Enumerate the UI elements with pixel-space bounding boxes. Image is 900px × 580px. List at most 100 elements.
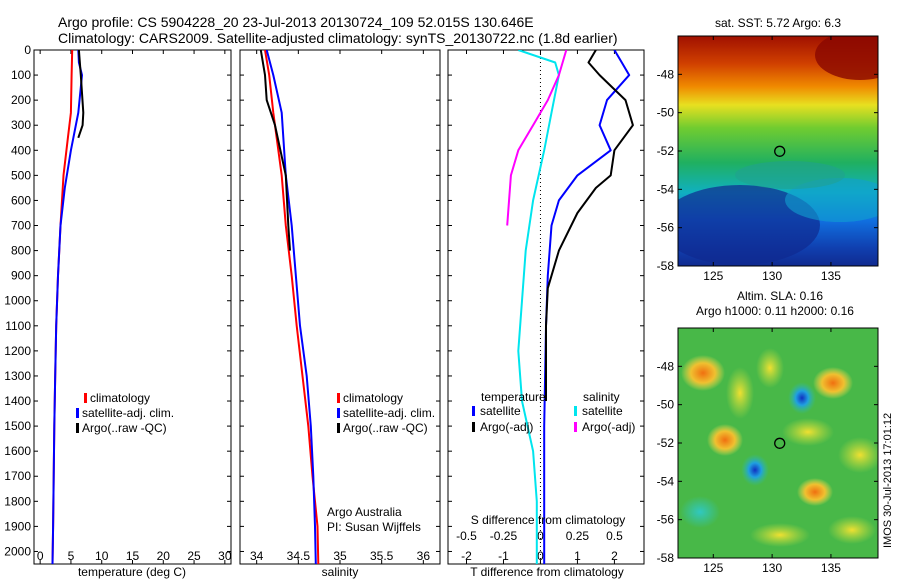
depth-tick-label: 800 xyxy=(11,244,31,258)
lat-tick-label: -48 xyxy=(657,359,675,373)
legend-swatch-temp-argo xyxy=(472,422,475,432)
sst-map: sat. SST: 5.72 Argo: 6.3 125 130 135 -48 -50… xyxy=(657,16,879,283)
legend-label-sal-argo: Argo(-adj) xyxy=(582,420,635,434)
legend-swatch-argo xyxy=(337,423,340,433)
legend-swatch-sal-argo xyxy=(574,422,577,432)
temperature-tick-label: 30 xyxy=(218,549,232,563)
temperature-series xyxy=(51,50,85,564)
salinity-tick-label: 36 xyxy=(417,549,431,563)
argo-location-marker xyxy=(774,437,786,449)
salinity-difference-axis: -0.5 -0.25 0 0.25 0.5 xyxy=(456,529,623,543)
lon-tick-label: 135 xyxy=(821,561,841,575)
sst-cyan-region xyxy=(785,178,878,222)
series-line-argo-raw-qc- xyxy=(259,50,291,251)
sla-cold-eddy-south xyxy=(741,454,769,486)
lat-tick-label: -56 xyxy=(657,221,675,235)
sst-map-axes: 125 130 135 -48 -50 -52 -54 -56 -58 xyxy=(657,36,878,283)
legend-swatch-climatology xyxy=(84,393,87,403)
depth-tick-label: 1300 xyxy=(4,369,31,383)
difference-panel: -2 -1 0 1 2 -0.5 -0.25 0 0.25 0.5 T difference f… xyxy=(447,49,645,579)
sla-low-west xyxy=(680,496,720,528)
figure-title-line2: Climatology: CARS2009. Satellite-adjuste… xyxy=(58,30,618,46)
lat-tick-label: -54 xyxy=(657,474,675,488)
salinity-panel: 34 34.5 35 35.5 36 salinity climatology sate… xyxy=(239,49,441,579)
t-difference-label: T difference from climatology xyxy=(470,565,624,579)
salinity-legend: climatology satellite-adj. clim. Argo(..… xyxy=(337,391,435,435)
temperature-axis: 0 5 10 15 20 25 30 xyxy=(37,50,232,564)
salinity-series xyxy=(259,50,320,564)
argo-location-marker xyxy=(774,145,786,157)
temperature-x-label: temperature (deg C) xyxy=(78,565,186,579)
legend-label-climatology: climatology xyxy=(90,391,150,405)
depth-tick-label: 2000 xyxy=(4,544,31,558)
legend-label-argo: Argo(..raw -QC) xyxy=(343,421,428,435)
series-line-argo-raw-qc- xyxy=(77,50,85,139)
depth-tick-label: 200 xyxy=(11,93,31,107)
legend-swatch-sal-satellite xyxy=(574,406,577,416)
depth-tick-label: 1000 xyxy=(4,294,31,308)
sla-map: Altim. SLA: 0.16 Argo h1000: 0.11 h2000:… xyxy=(657,289,879,575)
salinity-tick-label: 35 xyxy=(333,549,347,563)
depth-tick-label: 1100 xyxy=(5,319,31,333)
sla-warm-eddy-se xyxy=(797,478,833,506)
temperature-tick-label: 20 xyxy=(157,549,171,563)
lat-tick-label: -52 xyxy=(657,436,675,450)
depth-tick-label: 100 xyxy=(11,68,31,82)
s-difference-tick-label: 0.25 xyxy=(566,529,590,543)
temperature-difference-axis: -2 -1 0 1 2 xyxy=(461,50,618,564)
legend-swatch-satellite xyxy=(76,408,79,418)
temperature-panel: 0100200300400500600700800900100011001200… xyxy=(4,43,232,579)
legend-label-satellite: satellite-adj. clim. xyxy=(343,406,435,420)
lat-tick-label: -50 xyxy=(657,398,675,412)
depth-tick-label: 1800 xyxy=(4,494,31,508)
legend-swatch-argo xyxy=(76,423,79,433)
s-difference-label: S difference from climatology xyxy=(471,513,626,527)
sla-warm-eddy xyxy=(681,355,725,391)
temperature-tick-label: 15 xyxy=(126,549,140,563)
t-difference-tick-label: 1 xyxy=(574,549,581,563)
depth-tick-label: 1900 xyxy=(4,519,31,533)
salinity-depth-ticks xyxy=(240,49,440,552)
difference-depth-ticks xyxy=(448,49,644,552)
lon-tick-label: 125 xyxy=(703,269,723,283)
lat-tick-label: -58 xyxy=(657,259,675,273)
s-difference-tick-label: 0.5 xyxy=(606,529,623,543)
salinity-axis: 34 34.5 35 35.5 36 xyxy=(250,50,430,564)
sla-high xyxy=(756,348,784,388)
salinity-x-label: salinity xyxy=(322,565,359,579)
sla-high-center xyxy=(726,367,754,419)
legend-group-salinity: salinity xyxy=(583,390,620,404)
t-difference-tick-label: 2 xyxy=(611,549,618,563)
depth-axis: 0 100 200 300 400 500 600 700 800 900 1000 1100 1200… xyxy=(4,43,231,558)
depth-tick-label: 1600 xyxy=(4,444,31,458)
sla-warm-eddy-east xyxy=(813,367,853,399)
lon-tick-label: 125 xyxy=(703,561,723,575)
t-difference-tick-label: -1 xyxy=(498,549,509,563)
depth-tick-label: 900 xyxy=(11,269,31,283)
legend-label-climatology: climatology xyxy=(343,391,403,405)
temperature-legend: climatology satellite-adj. clim. Argo(..… xyxy=(76,391,174,435)
legend-label-temp-argo: Argo(-adj) xyxy=(480,420,533,434)
temperature-plot-area xyxy=(33,49,232,565)
depth-tick-label: 400 xyxy=(11,143,31,157)
lat-tick-label: -58 xyxy=(657,551,675,565)
lat-tick-label: -48 xyxy=(657,67,675,81)
salinity-tick-label: 34.5 xyxy=(287,549,311,563)
legend-swatch-satellite xyxy=(337,408,340,418)
depth-tick-label: 0 xyxy=(24,43,31,57)
s-difference-tick-label: -0.25 xyxy=(490,529,518,543)
t-difference-tick-label: -2 xyxy=(461,549,472,563)
lat-tick-label: -52 xyxy=(657,144,675,158)
depth-tick-label: 700 xyxy=(11,219,31,233)
series-line-salinity-argo-adj- xyxy=(506,50,568,226)
data-provider-note: Argo Australia xyxy=(327,505,402,519)
difference-series xyxy=(506,50,634,564)
figure-title-line1: Argo profile: CS 5904228_20 23-Jul-2013 … xyxy=(58,14,534,30)
sla-cold-eddy xyxy=(788,382,816,414)
sla-warm-eddy-south xyxy=(707,424,743,456)
s-difference-tick-label: 0 xyxy=(537,529,544,543)
series-line-temperature-argo-adj- xyxy=(545,50,634,401)
sla-ridge xyxy=(782,418,834,446)
s-difference-tick-label: -0.5 xyxy=(456,529,477,543)
